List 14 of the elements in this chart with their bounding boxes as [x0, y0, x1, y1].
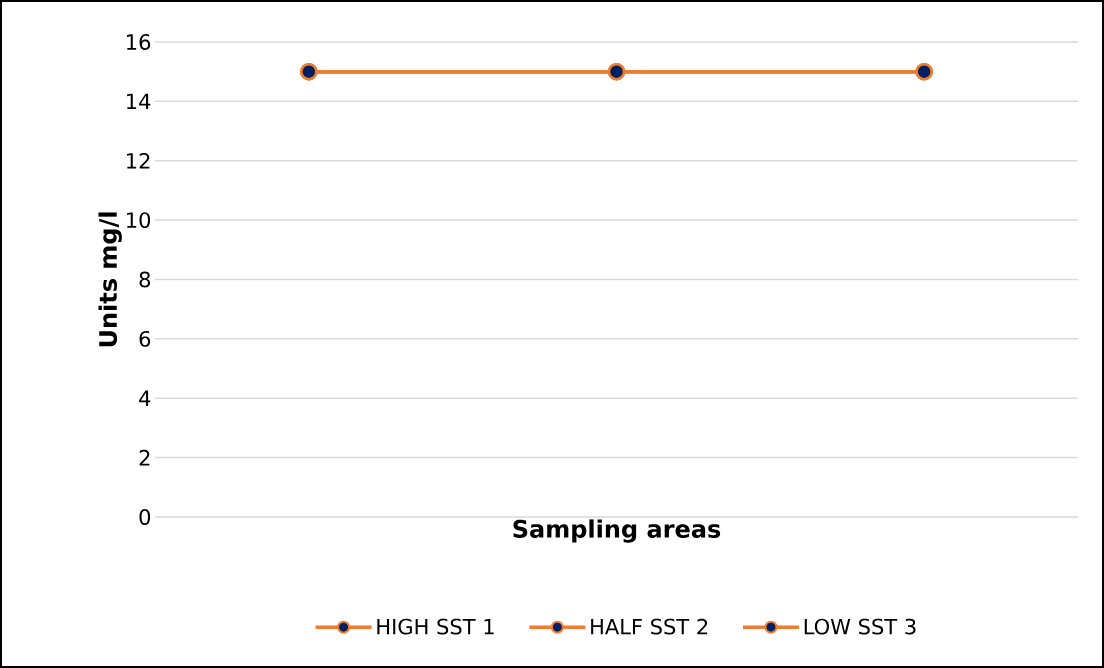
y-tick-label: 16: [127, 34, 151, 50]
y-tick-label: 0: [139, 509, 151, 525]
legend-label: LOW SST 3: [804, 618, 916, 635]
y-tick-label: 10: [127, 212, 151, 229]
y-tick-label: 2: [139, 449, 150, 466]
y-tick-label: 12: [127, 152, 150, 169]
y-tick-label: 8: [139, 271, 151, 288]
y-tick-label: 14: [127, 93, 151, 110]
y-tick-label: 4: [139, 390, 151, 406]
x-axis-title: Sampling areas: [513, 519, 721, 543]
y-tick-label: 6: [139, 330, 151, 347]
legend-label: HIGH SST 1: [377, 618, 494, 635]
legend-label: HALF SST 2: [591, 618, 708, 635]
y-axis-title: Units mg/l: [98, 212, 122, 347]
